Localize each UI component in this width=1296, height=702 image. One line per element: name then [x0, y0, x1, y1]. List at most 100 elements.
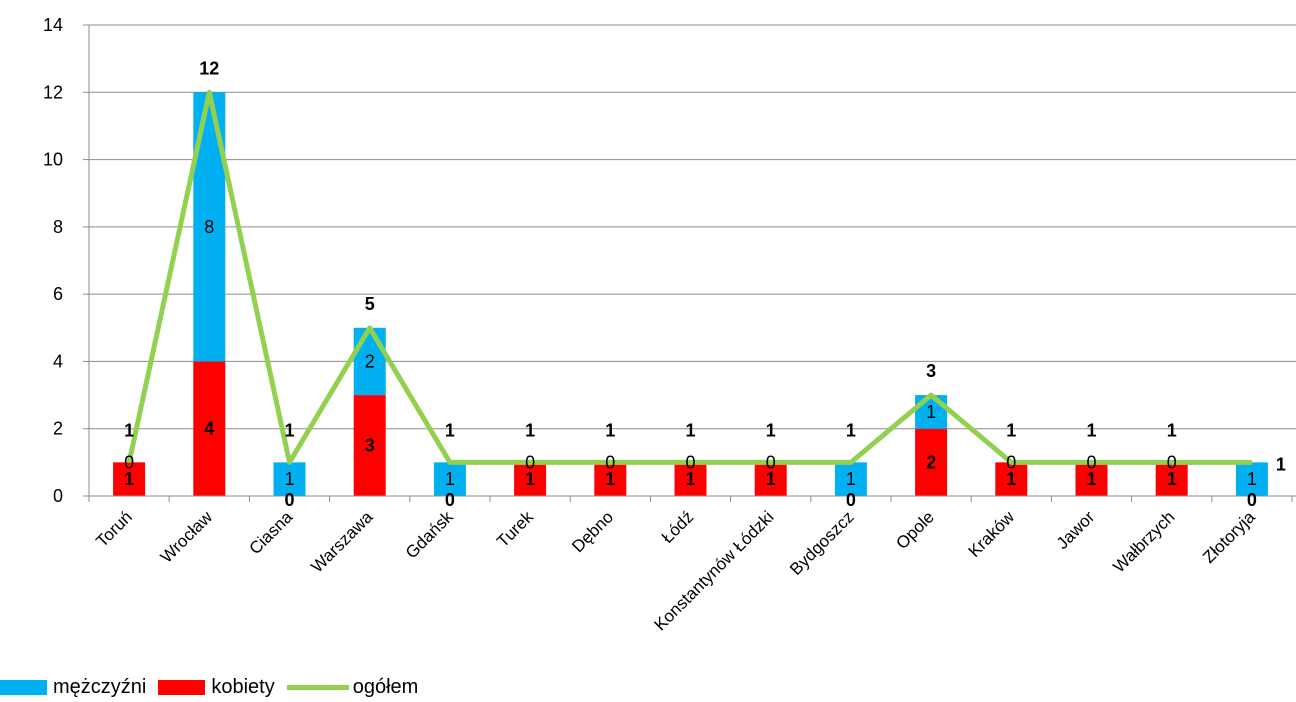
x-category-label: Ciasna	[245, 507, 296, 558]
x-category-label: Łódź	[658, 507, 698, 547]
data-label-women: 1	[525, 469, 535, 489]
axes	[88, 25, 1296, 502]
legend-swatch-men	[0, 679, 47, 695]
data-label-total: 1	[445, 420, 455, 440]
x-category-label: Wałbrzych	[1109, 507, 1178, 576]
legend-item-total: ogółem	[286, 675, 419, 699]
x-axis-categories: Toruń Wrocław Ciasna Warszawa Gdańsk Turek Dęb…	[92, 507, 1259, 635]
bar-men	[433, 462, 466, 496]
legend-item-men: mężczyźni	[0, 676, 146, 699]
x-category-label: Warszawa	[307, 507, 376, 576]
x-category-label: Wrocław	[157, 507, 217, 567]
data-label-women: 1	[685, 469, 695, 489]
data-label-men: 1	[445, 469, 455, 489]
data-label-men: 0	[124, 452, 134, 472]
y-tick-label: 12	[43, 82, 63, 102]
y-axis-ticks: 0 2 4 6 8 10 12 14	[43, 15, 89, 506]
data-label-women: 3	[365, 436, 375, 456]
data-label-men: 0	[605, 452, 615, 472]
bar-men	[915, 395, 948, 429]
y-tick-label: 6	[53, 284, 63, 304]
data-label-total: 12	[199, 58, 219, 78]
legend-swatch-total	[286, 684, 349, 690]
legend-item-women: kobiety	[158, 675, 275, 699]
data-label-men: 0	[1167, 452, 1177, 472]
data-label-total: 1	[1006, 420, 1016, 440]
data-label-men: 1	[926, 402, 936, 422]
data-label-men: 0	[1006, 452, 1016, 472]
y-tick-label: 0	[53, 486, 63, 506]
bar-women	[1075, 462, 1108, 496]
y-tick-label: 8	[53, 217, 63, 237]
data-label-total: 5	[365, 294, 375, 314]
data-label-women: 2	[926, 452, 936, 472]
data-label-total: 3	[926, 361, 936, 381]
bar-women	[754, 462, 787, 496]
bar-women	[353, 395, 386, 496]
data-label-total: 1	[1086, 420, 1096, 440]
data-label-women: 0	[1247, 490, 1257, 510]
data-label-men: 1	[1247, 469, 1257, 489]
y-tick-label: 14	[43, 15, 63, 35]
data-label-women: 1	[124, 469, 134, 489]
data-label-women: 0	[445, 490, 455, 510]
total-line-path	[126, 89, 1252, 465]
legend-swatch-women	[158, 679, 206, 695]
data-label-men: 8	[204, 217, 214, 237]
x-category-label: Turek	[493, 507, 537, 551]
data-label-total: 1	[846, 420, 856, 440]
data-labels: 101 4812011325011101101101101011213101101…	[124, 58, 1286, 510]
bar-women	[995, 462, 1028, 496]
bar-men	[353, 327, 386, 396]
y-tick-label: 4	[53, 351, 63, 371]
data-label-total: 1	[1276, 454, 1286, 474]
data-label-women: 0	[284, 490, 294, 510]
data-label-men: 2	[365, 351, 375, 371]
data-label-total: 1	[525, 420, 535, 440]
legend: mężczyźni kobiety ogółem	[0, 672, 430, 702]
bar-women	[514, 462, 547, 496]
bar-women	[193, 361, 226, 496]
data-label-men: 0	[766, 452, 776, 472]
bar-women	[674, 462, 707, 496]
bar-men	[1235, 462, 1268, 496]
data-label-women: 4	[204, 419, 214, 439]
data-label-men: 0	[525, 452, 535, 472]
bar-women	[915, 428, 948, 496]
data-label-men: 1	[846, 469, 856, 489]
data-label-women: 1	[766, 469, 776, 489]
data-label-men: 0	[685, 452, 695, 472]
legend-label-total: ogółem	[352, 675, 419, 698]
data-label-total: 1	[284, 420, 294, 440]
data-label-women: 0	[846, 490, 856, 510]
gridlines	[89, 24, 1296, 430]
bar-women	[113, 462, 146, 496]
x-category-label: Toruń	[92, 507, 136, 551]
data-label-total: 1	[1167, 420, 1177, 440]
bar-men	[834, 462, 867, 496]
data-label-total: 1	[766, 420, 776, 440]
y-tick-label: 10	[43, 150, 63, 170]
x-category-label: Bydgoszcz	[786, 507, 858, 579]
legend-label-women: kobiety	[211, 675, 275, 698]
data-label-women: 1	[1167, 469, 1177, 489]
data-label-men: 1	[284, 469, 294, 489]
data-label-women: 1	[1086, 469, 1096, 489]
x-category-label: Opole	[892, 507, 938, 553]
x-category-label: Kraków	[965, 507, 1019, 561]
data-label-women: 1	[605, 469, 615, 489]
data-label-total: 1	[605, 420, 615, 440]
data-label-total: 1	[124, 420, 134, 440]
y-tick-label: 2	[53, 419, 63, 439]
data-label-women: 1	[1006, 469, 1016, 489]
legend-label-men: mężczyźni	[53, 675, 147, 698]
data-label-total: 1	[685, 420, 695, 440]
x-category-label: Dębno	[568, 507, 617, 556]
x-category-label: Złotoryja	[1199, 507, 1259, 567]
total-line	[126, 89, 1252, 465]
bar-women	[594, 462, 627, 496]
bar-men	[273, 462, 306, 496]
x-category-label: Gdańsk	[402, 507, 457, 562]
bar-women	[1155, 462, 1188, 496]
